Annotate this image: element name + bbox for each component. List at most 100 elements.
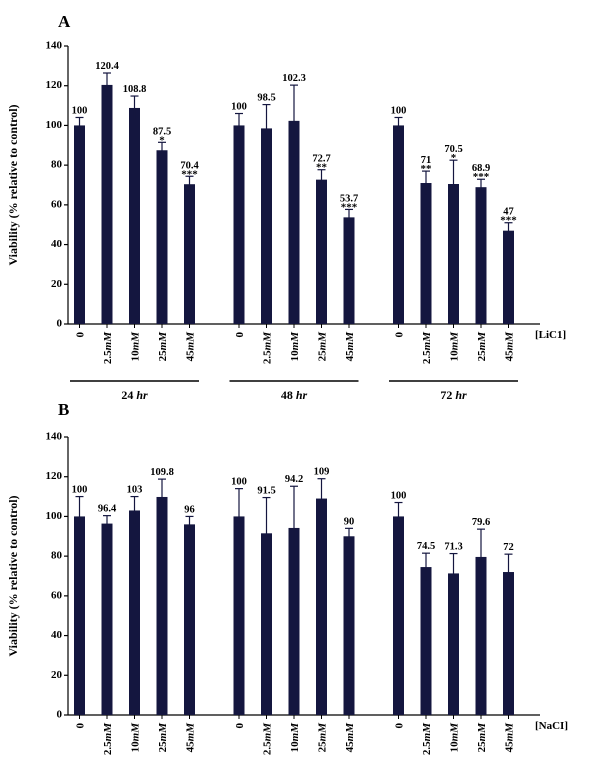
bar [74, 125, 85, 324]
x-category-label: 45mM [504, 331, 516, 362]
value-label: 87.5 [153, 126, 171, 137]
bar [184, 524, 195, 715]
x-category-label: 10mM [289, 331, 301, 362]
x-category-label: 0 [234, 723, 246, 729]
x-category-label: 45mM [344, 331, 356, 362]
value-label: 100 [391, 491, 407, 502]
compound-label: [LiC1] [535, 329, 566, 341]
bar [233, 516, 245, 715]
value-label: 72 [503, 542, 514, 553]
y-axis-label: Viability (% relative to control) [6, 104, 20, 265]
y-tick-label: 40 [51, 629, 63, 641]
y-tick-label: 100 [46, 510, 63, 522]
value-label: 91.5 [257, 486, 275, 497]
bar [233, 125, 245, 324]
x-category-label: 2.5mM [102, 331, 114, 364]
bar [475, 556, 487, 715]
group-label: 24 hr [121, 388, 148, 402]
x-category-label: 10mM [130, 331, 142, 362]
significance-mark: * [159, 134, 165, 146]
value-label: 103 [127, 485, 143, 496]
value-label: 109 [314, 467, 330, 478]
y-tick-label: 20 [51, 278, 63, 290]
bar [101, 84, 113, 324]
bar [129, 510, 140, 715]
value-label: 96 [184, 504, 195, 515]
x-category-label: 10mM [289, 722, 301, 753]
panel-letter: B [58, 400, 69, 419]
group-label: 72 hr [440, 388, 467, 402]
x-category-label: 0 [394, 332, 406, 338]
panel-letter: A [58, 12, 71, 31]
value-label: 71 [421, 155, 432, 166]
bar [448, 573, 459, 715]
value-label: 98.5 [257, 93, 275, 104]
value-label: 102.3 [282, 73, 306, 84]
value-label: 109.8 [150, 467, 174, 478]
panel-b: B Viability (% relative to control) 0 20 40 6… [6, 400, 568, 732]
y-tick-label: 140 [46, 40, 63, 52]
bar [184, 184, 195, 324]
significance-mark: *** [500, 215, 517, 227]
x-category-label: 0 [234, 332, 246, 338]
value-label: 96.4 [98, 504, 117, 515]
value-label: 90 [344, 516, 355, 527]
x-category-label: 45mM [344, 722, 356, 753]
bar [156, 150, 168, 324]
y-tick-label: 20 [51, 669, 63, 681]
y-tick-label: 100 [46, 119, 63, 131]
bar [420, 567, 432, 715]
value-label: 71.3 [444, 542, 462, 553]
bar [343, 536, 355, 715]
y-tick-label: 60 [51, 198, 63, 210]
x-category-label: 25mM [157, 722, 169, 753]
value-label: 94.2 [285, 474, 303, 485]
value-label: 74.5 [417, 541, 435, 552]
y-axis-label: Viability (% relative to control) [6, 495, 20, 656]
bar [261, 533, 272, 715]
bar [156, 496, 168, 715]
significance-mark: * [451, 152, 457, 164]
x-category-label: 25mM [317, 722, 329, 753]
value-label: 53.7 [340, 193, 358, 204]
x-category-label: 2.5mM [421, 331, 433, 364]
bar [420, 183, 432, 324]
bar [475, 187, 487, 324]
y-tick-label: 40 [51, 238, 63, 250]
bar [343, 217, 355, 324]
y-tick-label: 120 [46, 79, 63, 91]
panel-a: A Viability (% relative to control) 0 20 40 6… [6, 12, 566, 402]
significance-mark: *** [181, 168, 198, 180]
bar [503, 572, 514, 715]
x-category-label: 2.5mM [421, 722, 433, 755]
y-tick-label: 140 [46, 431, 63, 443]
x-category-label: 25mM [157, 331, 169, 362]
x-category-label: 0 [75, 723, 87, 729]
bar [503, 230, 514, 324]
bar [101, 523, 113, 715]
value-label: 47 [503, 207, 514, 218]
x-category-label: 2.5mM [262, 722, 274, 755]
significance-mark: *** [341, 201, 358, 213]
y-tick-label: 60 [51, 589, 63, 601]
x-category-label: 10mM [449, 331, 461, 362]
x-category-label: 25mM [476, 722, 488, 753]
value-label: 108.8 [123, 84, 147, 95]
value-label: 72.7 [312, 154, 330, 165]
bar [288, 527, 300, 715]
group-label: 48 hr [281, 388, 308, 402]
value-label: 100 [231, 102, 247, 113]
y-tick-label: 120 [46, 470, 63, 482]
x-category-label: 45mM [185, 331, 197, 362]
y-tick-label: 0 [57, 318, 63, 330]
bar [261, 128, 272, 324]
y-tick-label: 0 [57, 709, 63, 721]
value-label: 120.4 [95, 61, 119, 72]
y-tick-label: 80 [51, 159, 63, 171]
bar [288, 120, 300, 325]
value-label: 70.4 [180, 160, 199, 171]
x-category-label: 45mM [185, 722, 197, 753]
x-category-label: 0 [394, 723, 406, 729]
bar [448, 184, 459, 324]
value-label: 68.9 [472, 163, 490, 174]
